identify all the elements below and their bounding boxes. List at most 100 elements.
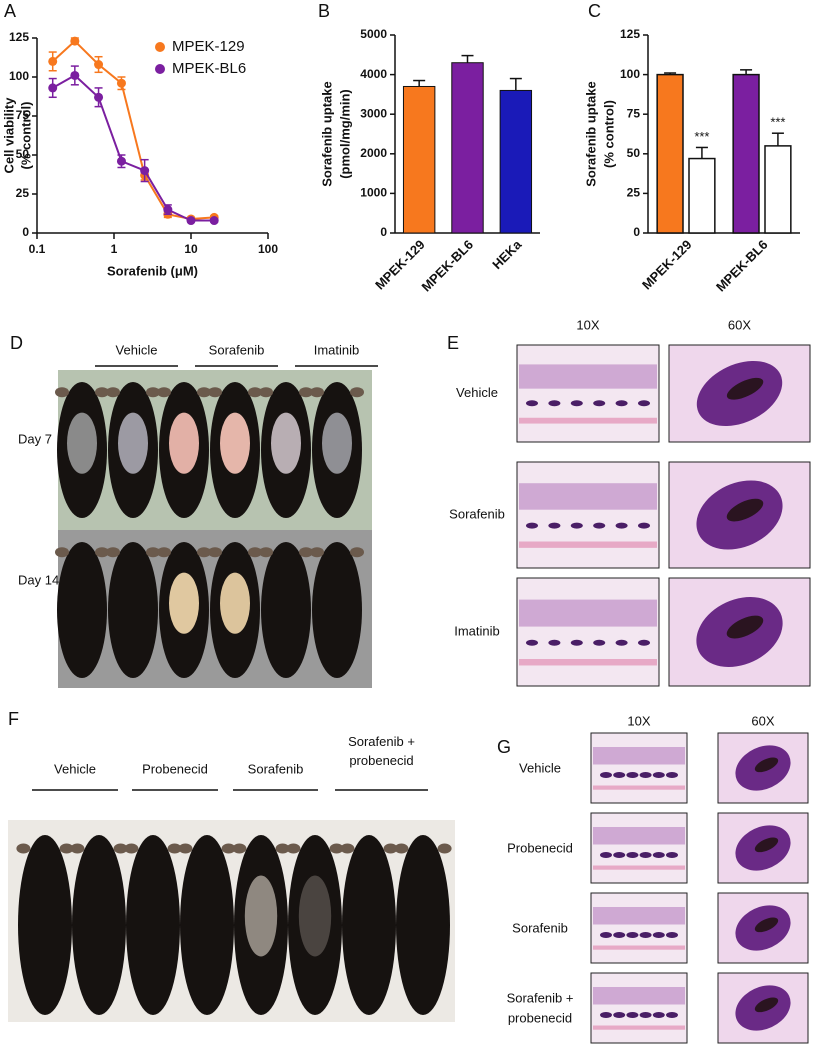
mouse-ear xyxy=(232,843,247,854)
y-tick-label: 4000 xyxy=(360,67,387,81)
mouse-body xyxy=(57,542,107,678)
mouse-body xyxy=(396,835,450,1015)
mouse-ear xyxy=(113,843,128,854)
depilated-patch xyxy=(169,572,199,634)
follicle xyxy=(626,852,639,858)
mouse-ear xyxy=(248,387,262,398)
follicle xyxy=(613,852,626,858)
panel-letter: D xyxy=(10,333,23,353)
photo xyxy=(8,820,455,1022)
mouse-ear xyxy=(286,843,301,854)
muscle xyxy=(593,785,685,790)
y-tick-label: 75 xyxy=(627,106,641,120)
x-tick-label: 10 xyxy=(184,242,198,256)
mouse-ear xyxy=(146,547,160,558)
mouse-ear xyxy=(350,547,364,558)
mouse-ear xyxy=(70,843,85,854)
follicle xyxy=(600,932,612,938)
mouse-ear xyxy=(157,387,171,398)
legend-marker xyxy=(155,64,165,74)
follicle xyxy=(600,852,612,858)
data-point xyxy=(94,60,104,70)
y-tick-label: 50 xyxy=(627,146,641,160)
follicle xyxy=(600,772,612,778)
row-label: Imatinib xyxy=(454,623,500,638)
panel-letter: C xyxy=(588,1,601,21)
follicle xyxy=(548,522,561,529)
data-point xyxy=(140,166,150,176)
mouse-ear xyxy=(299,387,313,398)
follicle xyxy=(638,400,650,407)
histology-image xyxy=(590,892,688,964)
depilated-patch xyxy=(67,412,97,474)
group-label: probenecid xyxy=(349,753,413,768)
y-tick-label: 25 xyxy=(627,186,641,200)
legend-marker xyxy=(155,42,165,52)
y-tick-label: 1000 xyxy=(360,186,387,200)
follicle xyxy=(666,852,678,858)
bar xyxy=(451,62,484,234)
error-bar xyxy=(461,54,474,63)
mouse-ear xyxy=(221,843,236,854)
y-tick-label: 125 xyxy=(620,27,640,41)
row-label: Sorafenib + xyxy=(507,990,574,1005)
depilated-patch xyxy=(244,875,278,957)
mouse-ear xyxy=(197,547,211,558)
mouse-body xyxy=(312,542,362,678)
series-line xyxy=(52,74,215,222)
row-label: Probenecid xyxy=(507,840,573,855)
error-bar xyxy=(740,69,753,75)
y-tick-label: 100 xyxy=(620,67,640,81)
mouse-ear xyxy=(124,843,139,854)
follicle-core xyxy=(726,615,764,639)
mouse-ear xyxy=(259,387,273,398)
mouse-body xyxy=(126,835,180,1015)
depilated-patch xyxy=(169,412,199,474)
group-label: Sorafenib xyxy=(248,761,304,776)
follicle xyxy=(615,400,628,407)
epidermis xyxy=(519,483,657,510)
follicle xyxy=(526,639,538,646)
follicle xyxy=(666,772,678,778)
mouse-ear xyxy=(95,387,109,398)
mouse-ear xyxy=(329,843,344,854)
follicle xyxy=(652,1012,665,1018)
follicle xyxy=(548,639,561,646)
photo xyxy=(55,370,372,688)
data-point xyxy=(48,83,58,93)
follicle xyxy=(638,639,650,646)
follicle xyxy=(652,852,665,858)
histology-image xyxy=(516,577,660,687)
row-label: Vehicle xyxy=(519,760,561,775)
depilated-patch xyxy=(298,875,332,957)
depilated-patch xyxy=(271,412,301,474)
row-label: Sorafenib xyxy=(449,506,505,521)
muscle xyxy=(519,541,657,548)
mouse-ear xyxy=(106,547,120,558)
panel-letter: G xyxy=(497,737,511,757)
mouse-ear xyxy=(55,547,69,558)
follicle xyxy=(613,772,626,778)
epidermis xyxy=(593,987,685,1005)
legend-label: MPEK-BL6 xyxy=(172,60,246,77)
data-point xyxy=(163,205,173,215)
depilated-patch xyxy=(220,572,250,634)
follicle xyxy=(639,772,652,778)
mouse-ear xyxy=(383,843,398,854)
epidermis xyxy=(519,599,657,627)
mouse-ear xyxy=(340,843,355,854)
muscle xyxy=(519,659,657,666)
y-tick-label: 75 xyxy=(16,108,30,122)
follicle xyxy=(593,522,606,529)
x-tick-label: 1 xyxy=(111,242,118,256)
data-point xyxy=(186,216,196,226)
mouse-ear xyxy=(106,387,120,398)
follicle xyxy=(652,772,665,778)
follicle-core xyxy=(754,837,779,853)
follicle-core xyxy=(726,498,764,522)
bar xyxy=(688,157,716,234)
mouse-ear xyxy=(59,843,74,854)
follicle xyxy=(639,1012,652,1018)
follicle xyxy=(570,400,583,407)
mouse-ear xyxy=(197,387,211,398)
